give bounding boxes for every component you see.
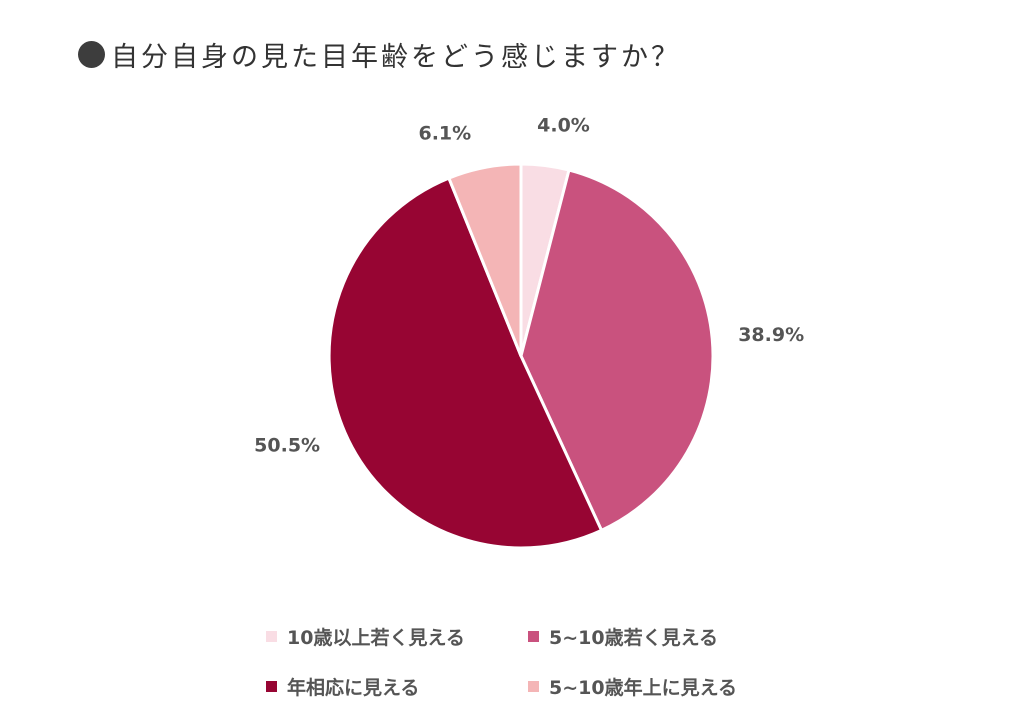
legend-item-2: 5~10歳若く見える [528,622,818,650]
pie-slice-4 [447,162,523,358]
pie-slice-2 [519,168,715,532]
legend-label-2: 5~10歳若く見える [549,626,719,649]
bullet-icon [78,40,105,68]
chart-legend: 10歳以上若く見える 5~10歳若く見える 年相応に見える 5~10歳年上に見え… [266,622,826,700]
chart-title-text: 自分自身の見た目年齢をどう感じますか？ [111,41,681,73]
data-label-3: 50.5% [254,434,320,456]
legend-swatch-1 [266,630,277,642]
legend-label-3: 年相応に見える [287,676,420,699]
legend-label-1: 10歳以上若く見える [287,626,465,649]
legend-item-3: 年相応に見える [266,672,528,700]
legend-item-4: 5~10歳年上に見える [528,672,818,700]
legend-label-4: 5~10歳年上に見える [549,676,738,699]
legend-item-1: 10歳以上若く見える [266,622,528,650]
legend-swatch-3 [266,680,277,692]
data-label-2: 38.9% [738,324,804,346]
data-label-4: 6.1% [418,123,471,145]
data-label-1: 4.0% [537,114,590,136]
chart-title: 自分自身の見た目年齢をどう感じますか？ [78,34,681,74]
legend-swatch-4 [528,680,539,692]
pie-slice-3 [327,176,603,550]
legend-swatch-2 [528,630,539,642]
